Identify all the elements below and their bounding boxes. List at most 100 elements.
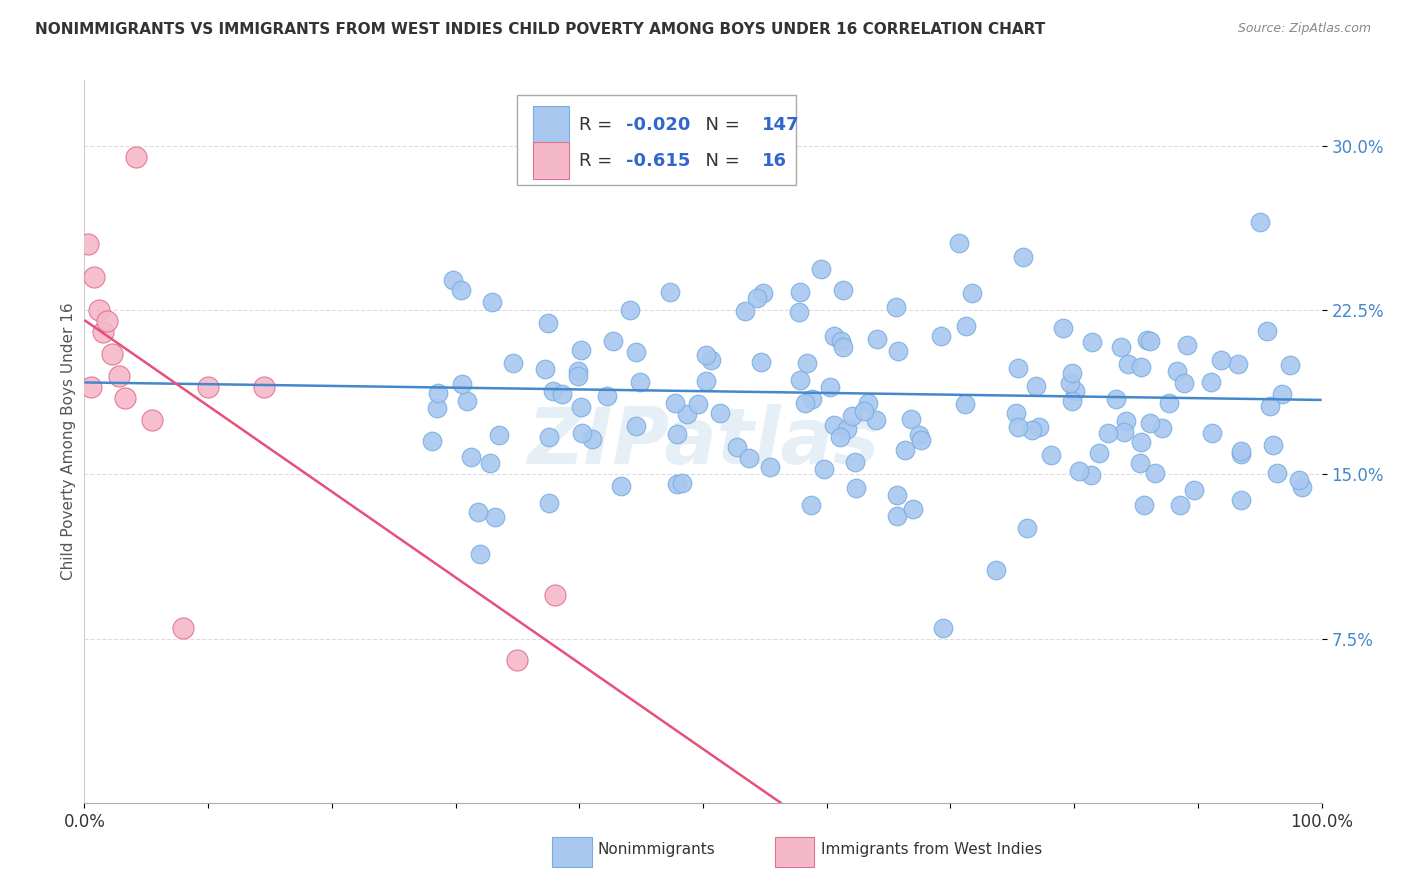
Point — [709, 406, 731, 420]
Point — [1152, 421, 1174, 435]
Point — [470, 547, 492, 561]
Y-axis label: Child Poverty Among Boys Under 16: Child Poverty Among Boys Under 16 — [60, 302, 76, 581]
Point — [1227, 357, 1250, 371]
Point — [1139, 334, 1161, 348]
Point — [789, 373, 811, 387]
Point — [441, 273, 464, 287]
Point — [837, 422, 859, 436]
Point — [658, 285, 681, 299]
Point — [865, 413, 887, 427]
Point — [676, 407, 699, 421]
Point — [628, 375, 651, 389]
Point — [901, 502, 924, 516]
Point — [581, 432, 603, 446]
Text: NONIMMIGRANTS VS IMMIGRANTS FROM WEST INDIES CHILD POVERTY AMONG BOYS UNDER 16 C: NONIMMIGRANTS VS IMMIGRANTS FROM WEST IN… — [35, 22, 1046, 37]
Point — [567, 363, 589, 377]
Point — [624, 344, 647, 359]
Point — [534, 362, 557, 376]
Point — [887, 343, 910, 358]
Point — [571, 425, 593, 440]
Point — [96, 314, 118, 328]
Point — [794, 396, 817, 410]
Point — [1170, 498, 1192, 512]
Point — [1157, 396, 1180, 410]
Point — [1104, 392, 1126, 407]
Point — [1021, 423, 1043, 437]
Point — [624, 419, 647, 434]
Point — [91, 325, 114, 339]
Point — [551, 387, 574, 401]
Point — [426, 401, 449, 415]
Point — [596, 389, 619, 403]
Point — [484, 509, 506, 524]
Point — [1139, 416, 1161, 430]
Point — [948, 236, 970, 251]
Point — [467, 505, 489, 519]
FancyBboxPatch shape — [517, 95, 796, 185]
Point — [1201, 426, 1223, 441]
Point — [810, 261, 832, 276]
Text: ZIPatlas: ZIPatlas — [527, 403, 879, 480]
Point — [1012, 250, 1035, 264]
Point — [1015, 521, 1038, 535]
Point — [100, 347, 122, 361]
Text: 147: 147 — [762, 116, 800, 134]
Point — [900, 412, 922, 426]
Point — [699, 352, 721, 367]
Point — [856, 396, 879, 410]
Point — [602, 334, 624, 348]
Point — [450, 283, 472, 297]
Point — [1059, 376, 1081, 390]
Point — [537, 430, 560, 444]
Point — [1175, 338, 1198, 352]
Point — [1199, 375, 1222, 389]
Point — [1007, 420, 1029, 434]
Point — [800, 498, 823, 512]
Point — [1229, 492, 1251, 507]
FancyBboxPatch shape — [533, 106, 569, 144]
Text: N =: N = — [695, 152, 745, 169]
Point — [695, 374, 717, 388]
Text: -0.615: -0.615 — [626, 152, 690, 169]
Point — [1136, 333, 1159, 347]
Point — [1256, 324, 1278, 338]
Point — [543, 588, 565, 602]
Point — [908, 428, 931, 442]
Point — [1007, 360, 1029, 375]
Point — [83, 270, 105, 285]
Point — [1112, 425, 1135, 439]
Point — [536, 316, 558, 330]
Point — [832, 340, 855, 354]
Point — [830, 334, 852, 348]
Point — [1060, 367, 1083, 381]
Point — [478, 456, 501, 470]
Point — [1182, 483, 1205, 498]
Point — [141, 412, 163, 426]
Point — [1258, 399, 1281, 413]
Point — [886, 509, 908, 524]
Text: R =: R = — [579, 152, 619, 169]
Point — [502, 356, 524, 370]
Point — [77, 237, 100, 252]
Point — [1143, 466, 1166, 480]
FancyBboxPatch shape — [775, 837, 814, 867]
Point — [569, 400, 592, 414]
Point — [456, 393, 478, 408]
Point — [1166, 364, 1188, 378]
Point — [114, 391, 136, 405]
Text: R =: R = — [579, 116, 619, 134]
Text: 16: 16 — [762, 152, 787, 169]
Point — [567, 368, 589, 383]
Point — [866, 332, 889, 346]
Point — [1279, 358, 1302, 372]
Point — [828, 430, 851, 444]
Point — [852, 403, 875, 417]
Point — [844, 454, 866, 468]
Point — [823, 329, 845, 343]
Point — [749, 355, 772, 369]
Point — [800, 392, 823, 406]
Point — [1080, 334, 1102, 349]
Point — [506, 653, 529, 667]
Point — [1271, 387, 1294, 401]
Point — [1060, 393, 1083, 408]
